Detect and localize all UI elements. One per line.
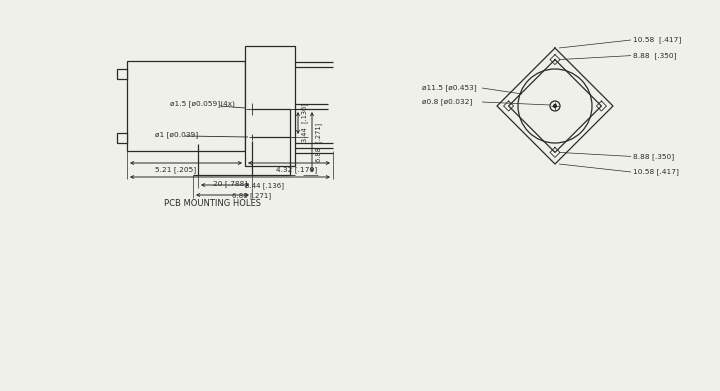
Bar — [117, 69, 127, 79]
Text: 6.88  [.271]: 6.88 [.271] — [315, 122, 323, 161]
Text: 10.58  [.417]: 10.58 [.417] — [633, 37, 681, 43]
Text: ø0.8 [ø0.032]: ø0.8 [ø0.032] — [422, 99, 472, 106]
Circle shape — [191, 130, 205, 144]
Text: 3.44 [.136]: 3.44 [.136] — [245, 183, 284, 189]
Text: ø1.5 [ø0.059](4x): ø1.5 [ø0.059](4x) — [170, 100, 235, 108]
Text: 4.32 [.170]: 4.32 [.170] — [276, 167, 318, 173]
Bar — [117, 133, 127, 143]
Bar — [127, 61, 245, 151]
Text: 5.21 [.205]: 5.21 [.205] — [156, 167, 197, 173]
Text: 20 [.788]: 20 [.788] — [213, 181, 247, 187]
Text: ø11.5 [ø0.453]: ø11.5 [ø0.453] — [422, 84, 477, 91]
Circle shape — [245, 102, 259, 116]
Text: 3.44  [.136]: 3.44 [.136] — [302, 104, 308, 142]
Text: 10.58 [.417]: 10.58 [.417] — [633, 169, 679, 176]
Bar — [245, 46, 295, 166]
Circle shape — [518, 69, 592, 143]
Text: 8.88  [.350]: 8.88 [.350] — [633, 52, 677, 59]
Text: 6.88 [.271]: 6.88 [.271] — [233, 193, 271, 199]
Circle shape — [191, 102, 205, 116]
Text: ø1 [ø0.039]: ø1 [ø0.039] — [155, 132, 198, 138]
Text: PCB MOUNTING HOLES: PCB MOUNTING HOLES — [164, 199, 261, 208]
Circle shape — [550, 101, 560, 111]
Circle shape — [248, 133, 256, 141]
Text: 8.88 [.350]: 8.88 [.350] — [633, 153, 674, 160]
Circle shape — [554, 104, 557, 108]
